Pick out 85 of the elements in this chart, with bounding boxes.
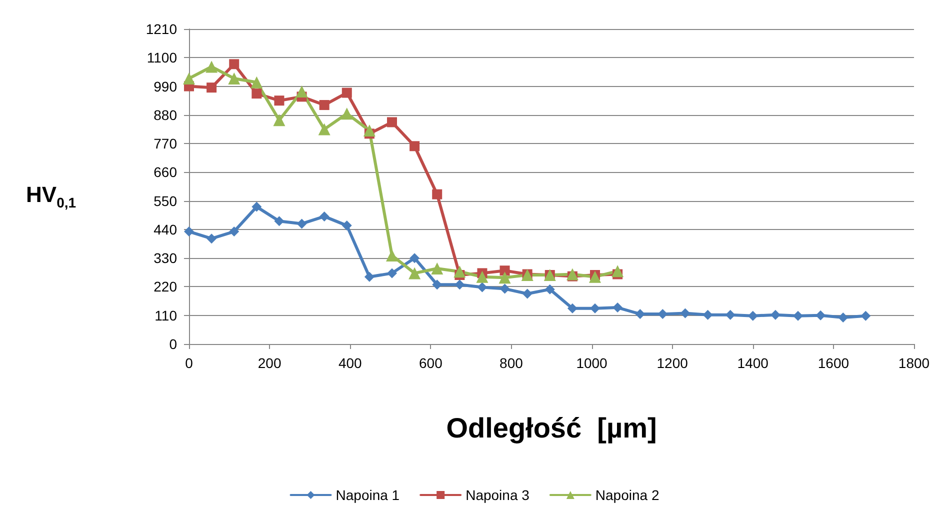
y-axis-title: HV$_{0,1}$	[26, 182, 76, 210]
y-tick-label: 440	[154, 221, 178, 238]
point	[432, 280, 442, 290]
point	[431, 262, 444, 275]
point	[432, 189, 442, 200]
point	[274, 96, 284, 106]
point	[296, 85, 308, 98]
point	[364, 272, 374, 282]
point	[387, 268, 397, 278]
point	[589, 270, 601, 283]
point	[590, 303, 600, 314]
y-tick-label: 770	[154, 136, 178, 152]
point	[454, 266, 466, 278]
point	[680, 308, 690, 318]
point	[387, 117, 397, 128]
point	[250, 76, 263, 88]
point	[183, 72, 195, 84]
point	[860, 310, 871, 321]
point	[252, 88, 262, 99]
point	[612, 265, 624, 278]
y-tick-label: 220	[154, 278, 178, 295]
point	[319, 211, 330, 222]
point	[408, 267, 421, 280]
point	[340, 108, 353, 120]
point	[816, 310, 826, 320]
x-tick-label: 1600	[818, 355, 850, 371]
point	[612, 302, 623, 313]
point	[206, 82, 217, 93]
point	[273, 114, 286, 126]
x-tick-label: 200	[258, 355, 282, 371]
x-tick-label: 1800	[898, 355, 930, 371]
point	[252, 202, 262, 212]
x-tick-label: 0	[185, 355, 194, 371]
legend-label: Napoina 3	[466, 487, 530, 503]
point	[725, 310, 736, 320]
x-tick-label: 400	[338, 355, 362, 371]
point	[498, 272, 511, 284]
x-tick-label: 600	[418, 355, 443, 371]
point	[500, 266, 510, 276]
point	[318, 123, 330, 136]
point	[567, 303, 578, 314]
point	[319, 100, 330, 110]
y-tick-label: 1100	[146, 50, 178, 66]
point	[386, 249, 398, 262]
point	[342, 88, 352, 98]
point	[410, 253, 420, 264]
point	[793, 310, 803, 321]
x-axis-title: Odległość [µm]	[446, 412, 657, 444]
y-tick-label: 990	[154, 78, 178, 94]
point	[228, 72, 240, 84]
point	[658, 309, 668, 320]
point	[702, 310, 713, 320]
y-tick-label: 660	[154, 164, 178, 180]
y-tick-label: 880	[154, 106, 178, 123]
point	[229, 59, 240, 70]
point	[410, 141, 420, 152]
point	[184, 226, 194, 237]
point	[206, 234, 217, 244]
point	[363, 124, 376, 137]
point	[477, 282, 488, 292]
y-tick-label: 330	[154, 250, 178, 266]
point	[229, 226, 240, 237]
legend-label: Napoina 2	[595, 487, 660, 503]
point	[476, 270, 488, 283]
point	[838, 312, 848, 322]
y-tick-label: 110	[154, 307, 178, 324]
x-tick-label: 800	[500, 355, 524, 371]
point	[274, 216, 284, 226]
y-tick-label: 0	[169, 336, 178, 352]
x-tick-label: 1200	[656, 355, 688, 371]
x-tick-label: 1400	[737, 355, 769, 371]
point	[296, 218, 307, 229]
point	[748, 310, 758, 321]
x-tick-label: 1000	[576, 355, 608, 371]
point	[500, 284, 510, 294]
point	[206, 60, 218, 73]
point	[544, 284, 555, 294]
y-tick-label: 550	[154, 192, 178, 209]
point	[566, 268, 578, 280]
point	[454, 280, 465, 290]
point	[522, 288, 532, 299]
point	[770, 310, 780, 320]
y-tick-label: 1210	[146, 21, 178, 37]
point	[342, 220, 352, 231]
legend-label: Napoina 1	[336, 487, 400, 503]
